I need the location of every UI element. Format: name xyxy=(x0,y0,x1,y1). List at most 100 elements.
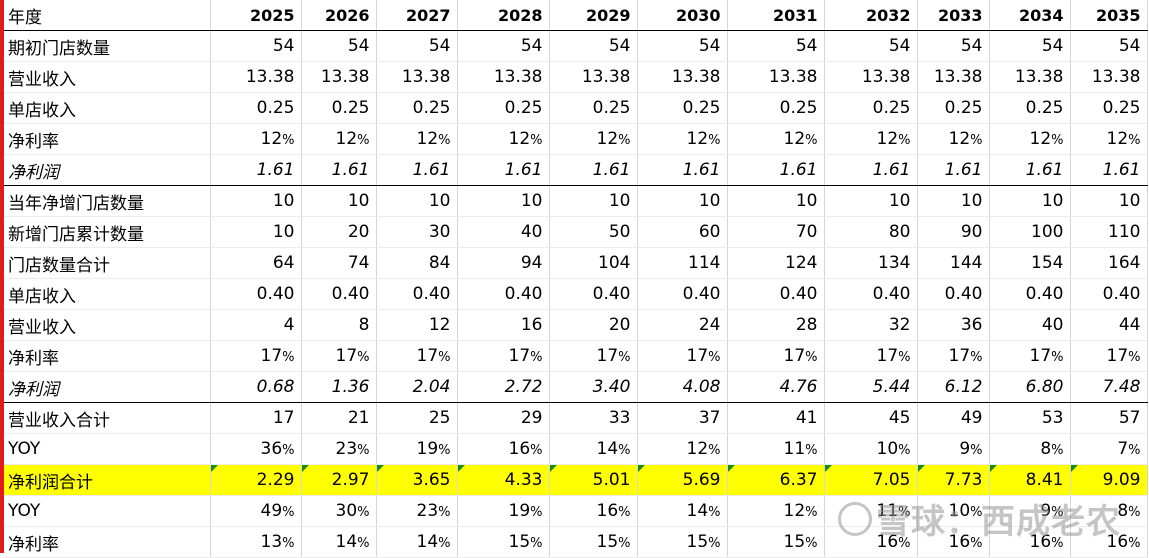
value-cell[interactable]: 41 xyxy=(727,402,825,434)
value-cell[interactable]: 64 xyxy=(210,247,302,279)
value-cell[interactable]: 10 xyxy=(457,185,550,217)
value-cell[interactable]: 12% xyxy=(637,433,728,465)
row-label-cell[interactable]: 净利率 xyxy=(4,123,211,155)
value-cell[interactable]: 12% xyxy=(989,123,1071,155)
value-cell[interactable]: 1.61 xyxy=(210,154,302,186)
value-cell[interactable]: 13.38 xyxy=(301,61,377,93)
value-cell[interactable]: 13.38 xyxy=(549,61,638,93)
year-header-cell[interactable]: 2035 xyxy=(1070,0,1148,31)
value-cell[interactable]: 17% xyxy=(376,340,458,372)
value-cell[interactable]: 0.25 xyxy=(917,92,990,124)
row-label-cell[interactable]: 净利润合计 xyxy=(4,464,211,496)
value-cell[interactable]: 144 xyxy=(917,247,990,279)
value-cell[interactable]: 36 xyxy=(917,309,990,341)
value-cell[interactable]: 37 xyxy=(637,402,728,434)
value-cell[interactable]: 0.25 xyxy=(457,92,550,124)
value-cell[interactable]: 70 xyxy=(727,216,825,248)
value-cell[interactable]: 12% xyxy=(376,123,458,155)
value-cell[interactable]: 0.40 xyxy=(917,278,990,310)
row-label-cell[interactable]: 新增门店累计数量 xyxy=(4,216,211,248)
value-cell[interactable]: 0.40 xyxy=(301,278,377,310)
value-cell[interactable]: 16 xyxy=(457,309,550,341)
value-cell[interactable]: 0.25 xyxy=(637,92,728,124)
value-cell[interactable]: 23% xyxy=(301,433,377,465)
value-cell[interactable]: 1.61 xyxy=(824,154,918,186)
value-cell[interactable]: 54 xyxy=(824,30,918,62)
value-cell[interactable]: 14% xyxy=(549,433,638,465)
value-cell[interactable]: 0.68 xyxy=(210,371,302,403)
value-cell[interactable]: 8% xyxy=(989,433,1071,465)
value-cell[interactable]: 2.04 xyxy=(376,371,458,403)
year-header-cell[interactable]: 2027 xyxy=(376,0,458,31)
value-cell[interactable]: 164 xyxy=(1070,247,1148,279)
value-cell[interactable]: 1.61 xyxy=(917,154,990,186)
value-cell[interactable]: 1.61 xyxy=(301,154,377,186)
value-cell[interactable]: 104 xyxy=(549,247,638,279)
value-cell[interactable]: 2.29 xyxy=(210,464,302,496)
row-label-cell[interactable]: 门店数量合计 xyxy=(4,247,211,279)
row-label-cell[interactable]: 营业收入 xyxy=(4,309,211,341)
value-cell[interactable]: 54 xyxy=(376,30,458,62)
value-cell[interactable]: 12% xyxy=(301,123,377,155)
year-header-label[interactable]: 年度 xyxy=(4,0,211,31)
value-cell[interactable]: 1.61 xyxy=(727,154,825,186)
value-cell[interactable]: 21 xyxy=(301,402,377,434)
value-cell[interactable]: 10 xyxy=(301,185,377,217)
value-cell[interactable]: 7.48 xyxy=(1070,371,1148,403)
value-cell[interactable]: 17% xyxy=(210,340,302,372)
value-cell[interactable]: 1.36 xyxy=(301,371,377,403)
value-cell[interactable]: 5.44 xyxy=(824,371,918,403)
value-cell[interactable]: 10 xyxy=(210,185,302,217)
value-cell[interactable]: 17 xyxy=(210,402,302,434)
value-cell[interactable]: 17% xyxy=(457,340,550,372)
value-cell[interactable]: 12% xyxy=(457,123,550,155)
value-cell[interactable]: 12% xyxy=(549,123,638,155)
value-cell[interactable]: 0.25 xyxy=(1070,92,1148,124)
value-cell[interactable]: 25 xyxy=(376,402,458,434)
value-cell[interactable]: 54 xyxy=(1070,30,1148,62)
value-cell[interactable]: 0.25 xyxy=(376,92,458,124)
value-cell[interactable]: 19% xyxy=(376,433,458,465)
value-cell[interactable]: 74 xyxy=(301,247,377,279)
value-cell[interactable]: 30 xyxy=(376,216,458,248)
year-header-cell[interactable]: 2034 xyxy=(989,0,1071,31)
value-cell[interactable]: 134 xyxy=(824,247,918,279)
year-header-cell[interactable]: 2033 xyxy=(917,0,990,31)
row-label-cell[interactable]: 营业收入 xyxy=(4,61,211,93)
value-cell[interactable]: 17% xyxy=(727,340,825,372)
value-cell[interactable]: 54 xyxy=(917,30,990,62)
value-cell[interactable]: 0.40 xyxy=(376,278,458,310)
value-cell[interactable]: 53 xyxy=(989,402,1071,434)
value-cell[interactable]: 4.33 xyxy=(457,464,550,496)
value-cell[interactable]: 0.25 xyxy=(989,92,1071,124)
value-cell[interactable]: 13.38 xyxy=(727,61,825,93)
row-label-cell[interactable]: 单店收入 xyxy=(4,92,211,124)
value-cell[interactable]: 54 xyxy=(989,30,1071,62)
value-cell[interactable]: 8 xyxy=(301,309,377,341)
value-cell[interactable]: 1.61 xyxy=(1070,154,1148,186)
value-cell[interactable]: 4.76 xyxy=(727,371,825,403)
value-cell[interactable]: 4.08 xyxy=(637,371,728,403)
value-cell[interactable]: 13.38 xyxy=(457,61,550,93)
value-cell[interactable]: 54 xyxy=(301,30,377,62)
value-cell[interactable]: 0.25 xyxy=(301,92,377,124)
value-cell[interactable]: 80 xyxy=(824,216,918,248)
value-cell[interactable]: 1.61 xyxy=(457,154,550,186)
value-cell[interactable]: 1.61 xyxy=(376,154,458,186)
value-cell[interactable]: 6.12 xyxy=(917,371,990,403)
value-cell[interactable]: 40 xyxy=(457,216,550,248)
row-label-cell[interactable]: 当年净增门店数量 xyxy=(4,185,211,217)
value-cell[interactable]: 0.40 xyxy=(824,278,918,310)
value-cell[interactable]: 54 xyxy=(457,30,550,62)
value-cell[interactable]: 60 xyxy=(637,216,728,248)
value-cell[interactable]: 1.61 xyxy=(637,154,728,186)
value-cell[interactable]: 2.72 xyxy=(457,371,550,403)
value-cell[interactable]: 6.37 xyxy=(727,464,825,496)
value-cell[interactable]: 10 xyxy=(637,185,728,217)
value-cell[interactable]: 17% xyxy=(1070,340,1148,372)
row-label-cell[interactable]: 净利率 xyxy=(4,340,211,372)
value-cell[interactable]: 17% xyxy=(917,340,990,372)
value-cell[interactable]: 0.40 xyxy=(637,278,728,310)
value-cell[interactable]: 0.40 xyxy=(1070,278,1148,310)
value-cell[interactable]: 90 xyxy=(917,216,990,248)
